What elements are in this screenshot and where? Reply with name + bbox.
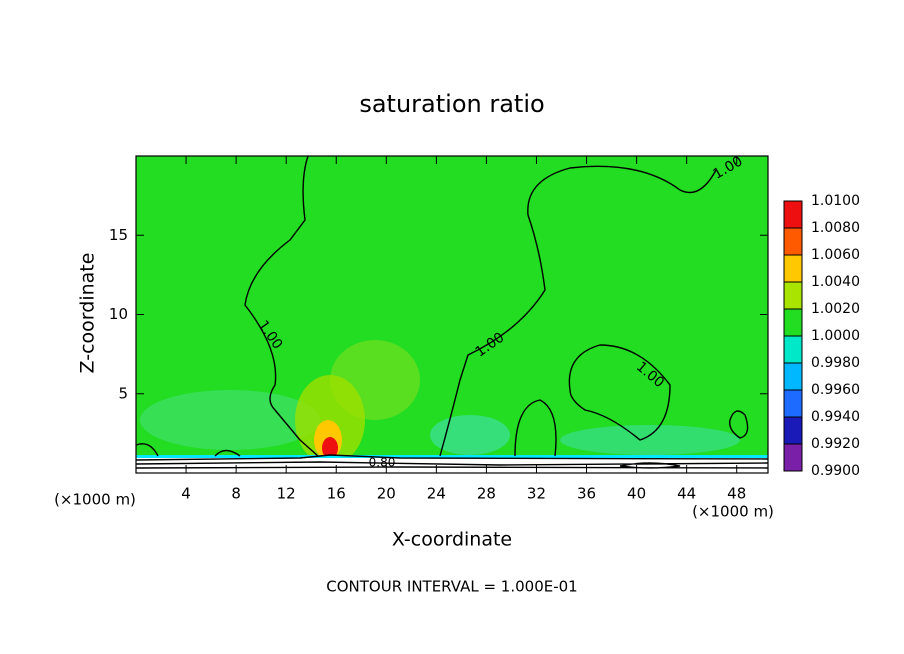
colorbar-label: 1.0080 bbox=[811, 220, 860, 236]
contour-line bbox=[568, 344, 671, 441]
y-tick-label: 15 bbox=[109, 226, 128, 244]
x-axis-label: X-coordinate bbox=[392, 529, 512, 551]
colorbar-segment bbox=[784, 201, 802, 228]
colorbar-label: 1.0000 bbox=[811, 328, 860, 344]
colorbar-label: 1.0040 bbox=[811, 274, 860, 290]
field-blob bbox=[430, 415, 510, 455]
field-blob bbox=[140, 390, 320, 450]
x-tick-label: 36 bbox=[577, 485, 596, 503]
contour-line bbox=[135, 399, 749, 457]
x-tick-label: 4 bbox=[181, 485, 191, 503]
x-tick-label: 16 bbox=[327, 485, 346, 503]
colorbar-segment bbox=[784, 228, 802, 255]
colorbar-label: 0.9900 bbox=[811, 463, 860, 479]
colorbar-segment bbox=[784, 417, 802, 444]
ground-edge bbox=[136, 455, 768, 458]
footer: CONTOUR INTERVAL = 1.000E-01 bbox=[326, 578, 577, 596]
colorbar-segment bbox=[784, 309, 802, 336]
y-unit: (×1000 m) bbox=[54, 491, 136, 509]
field-blob bbox=[322, 437, 338, 459]
colorbar-label: 0.9960 bbox=[811, 382, 860, 398]
colorbar-segment bbox=[784, 282, 802, 309]
colorbar-segment bbox=[784, 444, 802, 471]
y-tick-label: 5 bbox=[118, 384, 128, 402]
x-tick-label: 8 bbox=[231, 485, 241, 503]
colorbar-label: 0.9940 bbox=[811, 409, 860, 425]
contour-line bbox=[439, 165, 717, 457]
contour-line bbox=[244, 155, 319, 457]
colorbar-segment bbox=[784, 390, 802, 417]
field-blob bbox=[560, 425, 740, 455]
colorbar-segment bbox=[784, 255, 802, 282]
colorbar-segment bbox=[784, 336, 802, 363]
colorbar-label: 1.0060 bbox=[811, 247, 860, 263]
field: 1.00 1.00 1.00 1.00 0.80 bbox=[135, 153, 769, 473]
x-tick-label: 24 bbox=[427, 485, 446, 503]
colorbar-label: 0.9920 bbox=[811, 436, 860, 452]
y-axis-label: Z-coordinate bbox=[77, 253, 99, 374]
x-tick-label: 32 bbox=[527, 485, 546, 503]
x-tick-label: 44 bbox=[677, 485, 696, 503]
ground-lines bbox=[135, 454, 769, 469]
colorbar-label: 0.9980 bbox=[811, 355, 860, 371]
x-tick-label: 28 bbox=[477, 485, 496, 503]
x-unit: (×1000 m) bbox=[692, 503, 774, 521]
colorbar-segment bbox=[784, 363, 802, 390]
chart-title: saturation ratio bbox=[359, 90, 544, 118]
y-tick-label: 10 bbox=[109, 305, 128, 323]
contour-label: 0.80 bbox=[369, 456, 396, 470]
colorbar-label: 1.0020 bbox=[811, 301, 860, 317]
field-blob bbox=[295, 375, 365, 465]
x-tick-label: 40 bbox=[627, 485, 646, 503]
x-tick-label: 48 bbox=[727, 485, 746, 503]
x-tick-label: 12 bbox=[277, 485, 296, 503]
colorbar-label: 1.0100 bbox=[811, 193, 860, 209]
x-tick-label: 20 bbox=[377, 485, 396, 503]
